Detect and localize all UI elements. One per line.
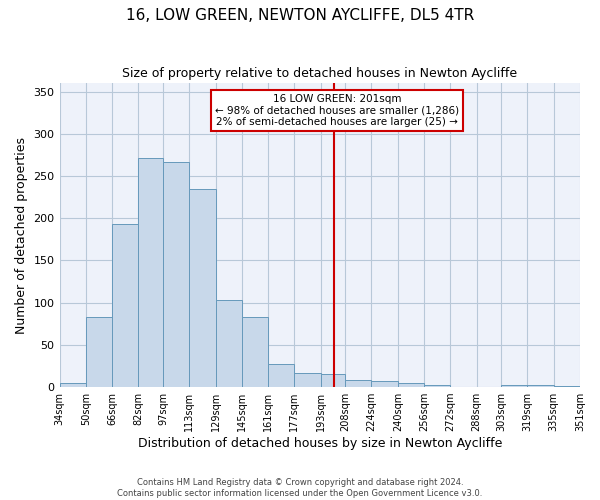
Bar — [163, 162, 189, 387]
X-axis label: Distribution of detached houses by size in Newton Aycliffe: Distribution of detached houses by size … — [137, 437, 502, 450]
Bar — [86, 317, 112, 387]
Bar — [554, 386, 580, 387]
Bar — [189, 188, 215, 387]
Bar — [112, 224, 139, 387]
Bar — [424, 384, 450, 387]
Bar — [268, 364, 295, 387]
Bar — [139, 158, 163, 387]
Bar — [501, 386, 527, 387]
Bar — [320, 374, 345, 387]
Text: 16 LOW GREEN: 201sqm
← 98% of detached houses are smaller (1,286)
2% of semi-det: 16 LOW GREEN: 201sqm ← 98% of detached h… — [215, 94, 459, 127]
Bar — [295, 372, 320, 387]
Bar — [59, 383, 86, 387]
Bar — [398, 383, 424, 387]
Bar — [242, 317, 268, 387]
Bar — [215, 300, 242, 387]
Bar — [345, 380, 371, 387]
Bar — [527, 386, 554, 387]
Y-axis label: Number of detached properties: Number of detached properties — [15, 136, 28, 334]
Text: Contains HM Land Registry data © Crown copyright and database right 2024.
Contai: Contains HM Land Registry data © Crown c… — [118, 478, 482, 498]
Text: 16, LOW GREEN, NEWTON AYCLIFFE, DL5 4TR: 16, LOW GREEN, NEWTON AYCLIFFE, DL5 4TR — [126, 8, 474, 22]
Bar — [371, 381, 398, 387]
Title: Size of property relative to detached houses in Newton Aycliffe: Size of property relative to detached ho… — [122, 68, 517, 80]
